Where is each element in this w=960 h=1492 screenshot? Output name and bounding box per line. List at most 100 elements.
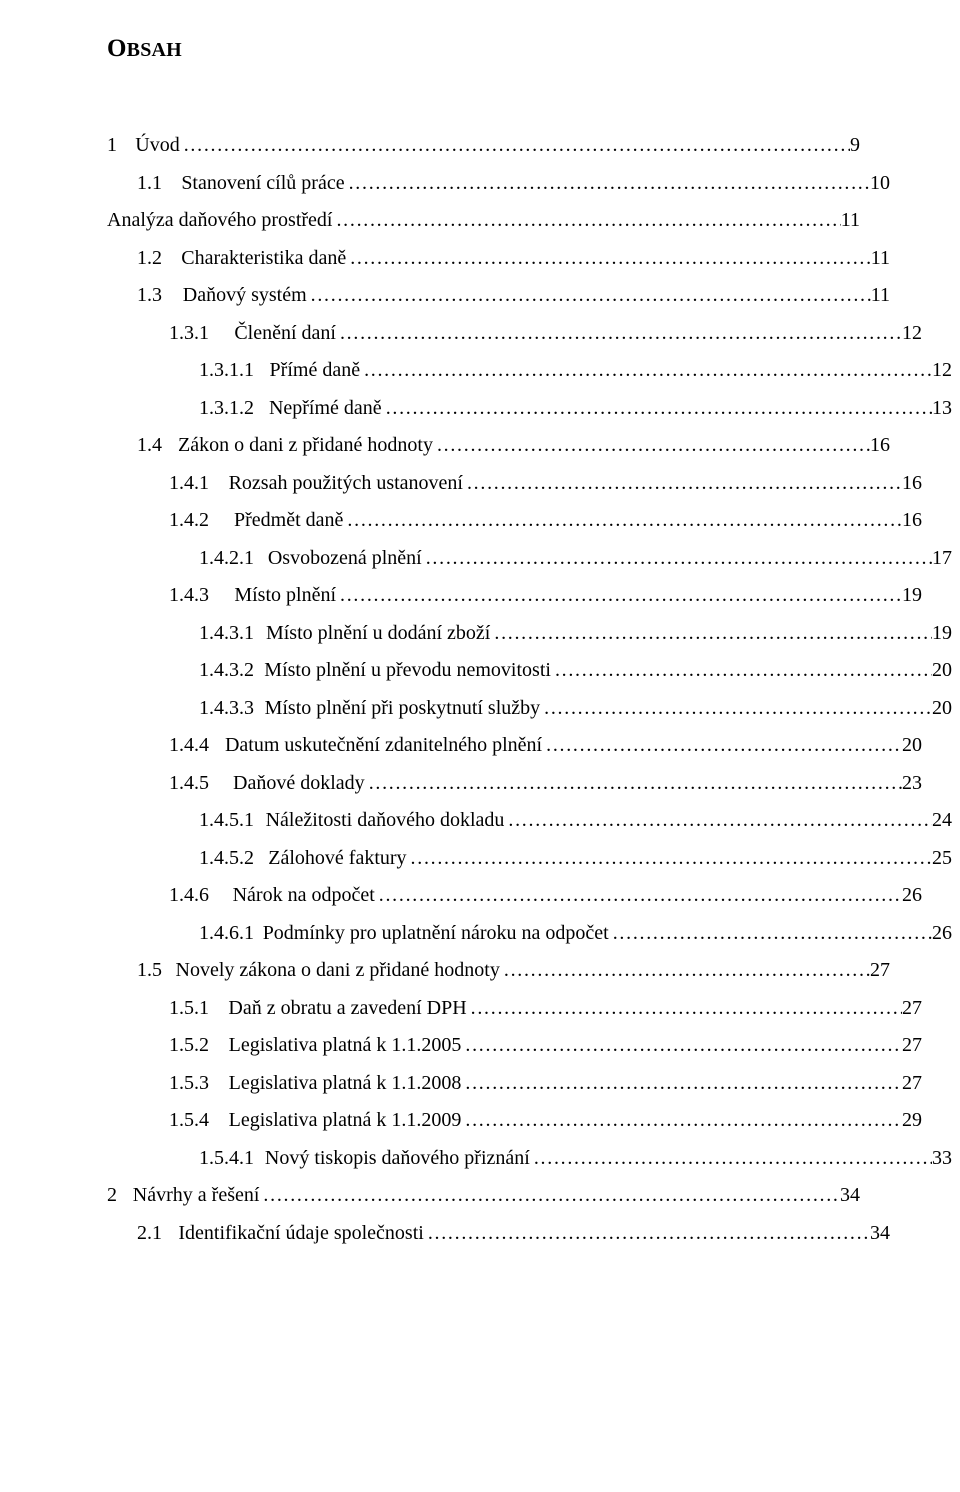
toc-leader-dots [461, 1110, 902, 1130]
toc-entry-label: Daň z obratu a zavedení DPH [228, 998, 466, 1018]
toc-entry: 1.3.1.1 Přímé daně 12 [107, 360, 952, 380]
table-of-contents: 1Úvod91.1Stanovení cílů práce10Analýza d… [107, 135, 860, 1243]
toc-entry-page: 33 [932, 1148, 952, 1168]
toc-entry-number: 1.2 [137, 248, 162, 268]
toc-leader-dots [422, 548, 932, 568]
toc-entry-page: 23 [902, 773, 922, 793]
toc-entry-number: 1.3.1.1 [199, 360, 254, 380]
toc-entry: Analýza daňového prostředí11 [107, 210, 860, 230]
toc-entry-number: 1.4.5 [169, 773, 209, 793]
toc-leader-dots [375, 885, 902, 905]
toc-leader-dots [490, 623, 932, 643]
toc-leader-dots [609, 923, 932, 943]
toc-entry: 2Návrhy a řešení34 [107, 1185, 860, 1205]
toc-entry-label: Návrhy a řešení [133, 1185, 260, 1205]
toc-leader-dots [382, 398, 932, 418]
toc-entry-page: 26 [902, 885, 922, 905]
toc-entry-number: 1.5.4.1 [199, 1148, 254, 1168]
toc-leader-dots [360, 360, 932, 380]
toc-leader-dots [424, 1223, 870, 1243]
toc-entry-label: Členění daní [234, 323, 336, 343]
toc-entry: 1.4.5.1Náležitosti daňového dokladu24 [107, 810, 952, 830]
toc-entry: 1 Úvod 9 [107, 135, 860, 155]
toc-entry-label: Přímé daně [270, 360, 361, 380]
toc-entry-page: 24 [932, 810, 952, 830]
toc-entry-label: Rozsah použitých ustanovení [229, 473, 463, 493]
toc-leader-dots [530, 1148, 932, 1168]
toc-entry-page: 12 [902, 323, 922, 343]
toc-entry-page: 27 [870, 960, 890, 980]
toc-entry-page: 20 [932, 660, 952, 680]
toc-leader-dots [336, 585, 902, 605]
toc-entry: 1.4.6.1Podmínky pro uplatnění nároku na … [107, 923, 952, 943]
toc-entry-page: 13 [932, 398, 952, 418]
toc-entry-label: Daňový systém [183, 285, 307, 305]
toc-entry-page: 10 [870, 173, 890, 193]
toc-entry-label: Nárok na odpočet [233, 885, 375, 905]
toc-entry-number: 2 [107, 1185, 117, 1205]
toc-entry-number: 1.5.4 [169, 1110, 209, 1130]
toc-entry: 1.4.5Daňové doklady23 [107, 773, 922, 793]
toc-entry-number: 1.5.1 [169, 998, 209, 1018]
toc-entry-label: Místo plnění při poskytnutí služby [265, 698, 541, 718]
toc-entry-page: 34 [870, 1223, 890, 1243]
toc-entry-number: 1.5.3 [169, 1073, 209, 1093]
toc-entry-number: 1.4.3.1 [199, 623, 254, 643]
toc-leader-dots [467, 998, 902, 1018]
toc-leader-dots [542, 735, 902, 755]
toc-entry-number: 1.4.6 [169, 885, 209, 905]
toc-leader-dots [332, 210, 840, 230]
toc-entry-label: Místo plnění u dodání zboží [266, 623, 490, 643]
toc-entry-page: 9 [850, 135, 860, 155]
toc-entry-page: 27 [902, 998, 922, 1018]
toc-entry-number: 1.4.1 [169, 473, 209, 493]
toc-leader-dots [463, 473, 902, 493]
toc-entry-page: 17 [932, 548, 952, 568]
toc-leader-dots [407, 848, 932, 868]
toc-entry-page: 16 [870, 435, 890, 455]
toc-leader-dots [180, 135, 850, 155]
toc-entry-page: 27 [902, 1073, 922, 1093]
toc-entry: 1.4.4 Datum uskutečnění zdanitelného plně… [107, 735, 922, 755]
toc-entry-number: 1.4.4 [169, 735, 209, 755]
toc-entry: 1.5.2Legislativa platná k 1.1.200527 [107, 1035, 922, 1055]
toc-entry-number: 1.3 [137, 285, 162, 305]
toc-entry-page: 12 [932, 360, 952, 380]
toc-entry-label: Osvobozená plnění [268, 548, 422, 568]
toc-entry-number: 1.4.5.1 [199, 810, 254, 830]
title-rest: BSAH [127, 39, 182, 61]
toc-entry-number: 1 [107, 135, 117, 155]
toc-entry: 1.2Charakteristika daně11 [107, 248, 890, 268]
toc-entry: 1.4.3 Místo plnění 19 [107, 585, 922, 605]
toc-entry-label: Nový tiskopis daňového přiznání [265, 1148, 530, 1168]
toc-entry: 1.4.5.2Zálohové faktury25 [107, 848, 952, 868]
toc-entry: 1.4.3.1Místo plnění u dodání zboží19 [107, 623, 952, 643]
toc-entry-label: Místo plnění [234, 585, 336, 605]
toc-entry-label: Místo plnění u převodu nemovitosti [264, 660, 551, 680]
toc-entry-label: Předmět daně [234, 510, 343, 530]
toc-leader-dots [540, 698, 932, 718]
toc-leader-dots [365, 773, 902, 793]
toc-leader-dots [433, 435, 870, 455]
toc-entry-page: 19 [902, 585, 922, 605]
toc-leader-dots [551, 660, 932, 680]
toc-leader-dots [504, 810, 932, 830]
toc-entry-number: 1.4.2.1 [199, 548, 254, 568]
toc-entry-page: 20 [932, 698, 952, 718]
toc-entry-label: Datum uskutečnění zdanitelného plnění [225, 735, 542, 755]
toc-entry: 1.5.4.1 Nový tiskopis daňového přiznání 33 [107, 1148, 952, 1168]
toc-entry: 1.4.3.3Místo plnění při poskytnutí služb… [107, 698, 952, 718]
toc-leader-dots [461, 1073, 902, 1093]
toc-entry-page: 25 [932, 848, 952, 868]
toc-entry: 1.4.3.2Místo plnění u převodu nemovitost… [107, 660, 952, 680]
toc-entry: 1.4.1Rozsah použitých ustanovení16 [107, 473, 922, 493]
toc-entry-label: Úvod [135, 135, 179, 155]
toc-entry-page: 11 [841, 210, 860, 230]
toc-entry-number: 2.1 [137, 1223, 162, 1243]
document-title: OBSAH [107, 36, 860, 61]
toc-entry-number: 1.4.3 [169, 585, 209, 605]
toc-entry-number: 1.4.6.1 [199, 923, 254, 943]
toc-entry: 1.5.3Legislativa platná k 1.1.200827 [107, 1073, 922, 1093]
toc-leader-dots [461, 1035, 902, 1055]
toc-entry-label: Identifikační údaje společnosti [178, 1223, 423, 1243]
